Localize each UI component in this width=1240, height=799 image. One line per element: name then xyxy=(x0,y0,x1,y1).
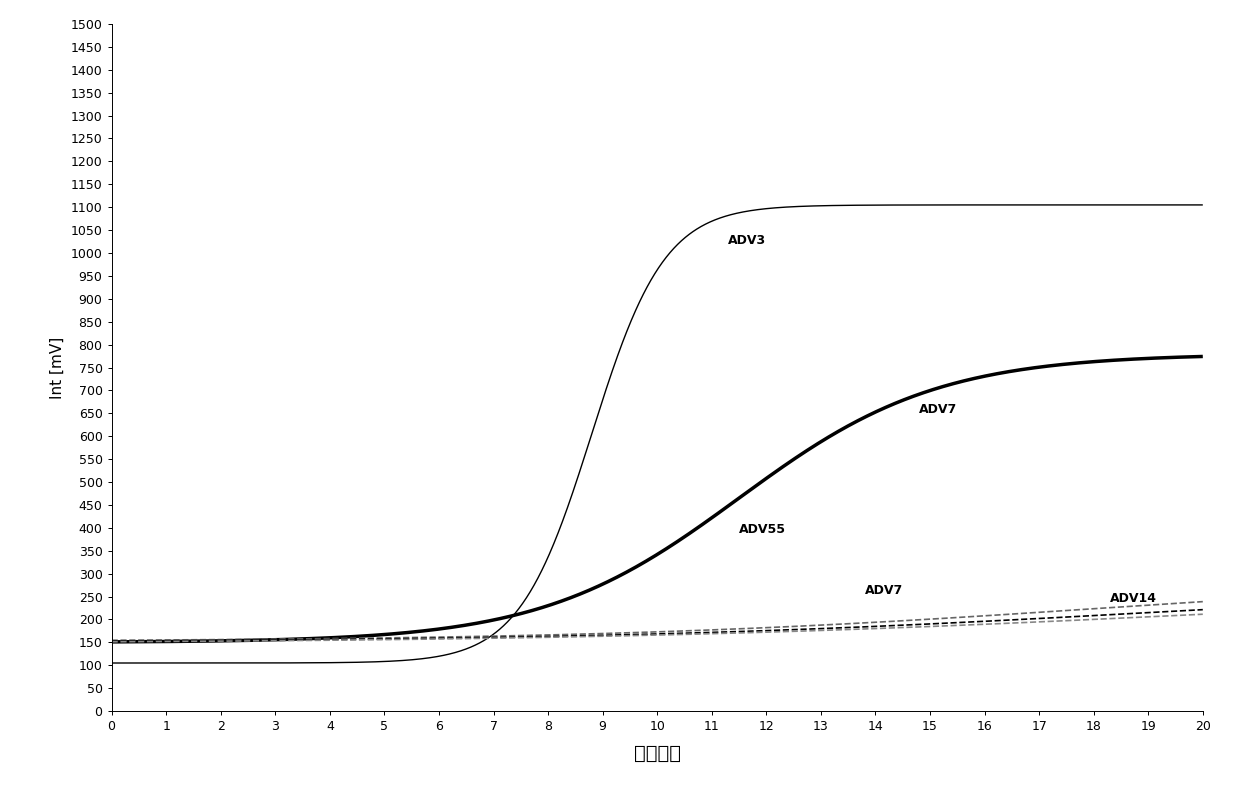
Text: ADV7: ADV7 xyxy=(864,584,903,598)
Text: ADV7: ADV7 xyxy=(919,403,957,416)
Text: ADV14: ADV14 xyxy=(1110,592,1157,605)
Y-axis label: Int [mV]: Int [mV] xyxy=(50,336,66,399)
Text: ADV55: ADV55 xyxy=(739,523,786,536)
X-axis label: 反应时间: 反应时间 xyxy=(634,744,681,763)
Text: ADV3: ADV3 xyxy=(728,234,766,247)
